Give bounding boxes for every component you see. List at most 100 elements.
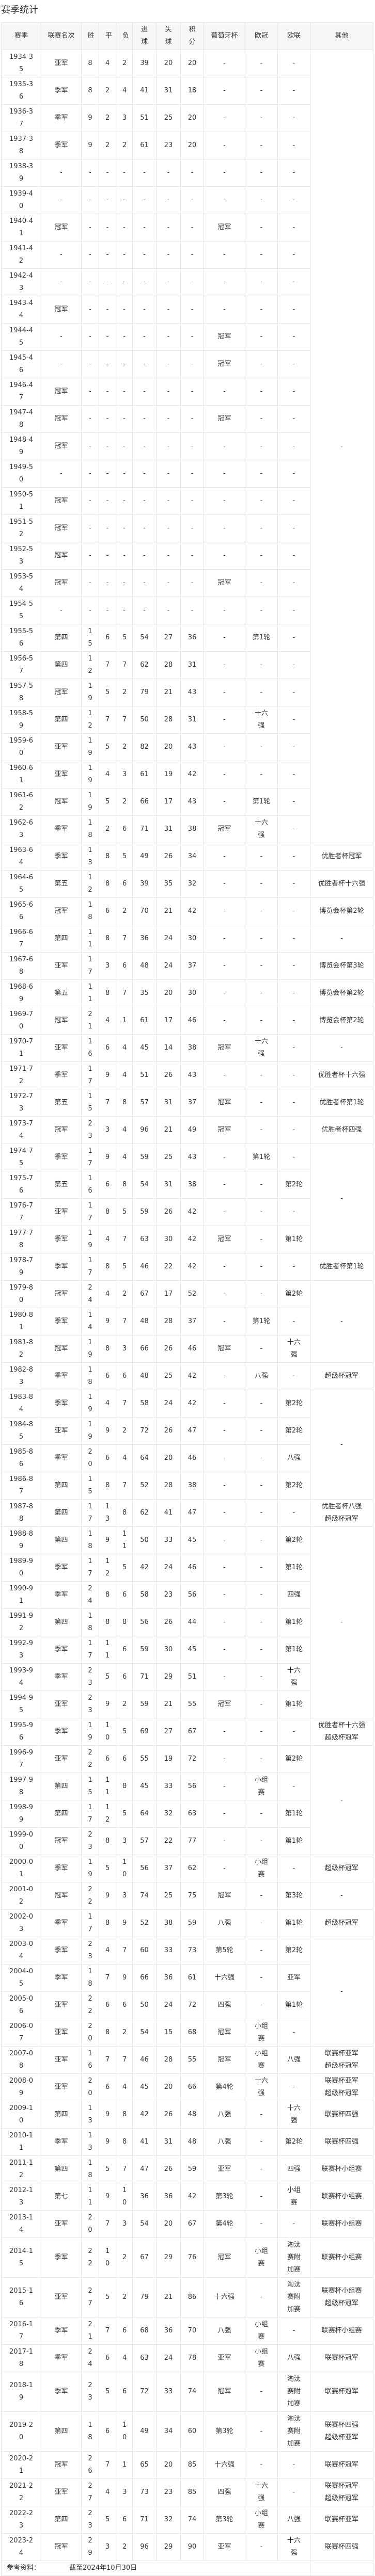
cell-points: 36	[180, 624, 204, 652]
cell-wins: 27	[81, 2478, 99, 2506]
cell-goals-against: 29	[156, 2533, 181, 2561]
cell-losses: 9	[116, 1909, 133, 1937]
cell-losses: 11	[116, 1526, 133, 1554]
cell-goals-against: -	[156, 186, 181, 214]
cell-wins: 8	[81, 77, 99, 105]
column-header-other: 其他	[310, 22, 373, 50]
cell-other: 联赛杯小组赛 超级杯冠军	[310, 2277, 373, 2317]
cell-other: 联赛杯冠军	[310, 2344, 373, 2372]
table-row: 1985-86 季军 20 6 4 64 20 46- - 八强	[1, 1444, 373, 1472]
cell-points: 70	[180, 2317, 204, 2345]
cell-champions-league: -	[245, 1226, 278, 1253]
other-line: 博览会杯第2轮	[319, 1017, 364, 1024]
cell-losses: 4	[116, 1061, 133, 1089]
cell-league-rank: 冠军	[41, 1827, 82, 1855]
cell-season: 1997-98	[1, 1773, 41, 1800]
cell-champions-league: -	[245, 1198, 278, 1226]
cell-season: 1979-80	[1, 1280, 41, 1308]
cell-season: 1935-36	[1, 77, 41, 105]
cell-champions-league: -	[245, 733, 278, 761]
cell-draws: -	[99, 214, 116, 242]
cell-portugal-cup: -	[204, 1444, 245, 1472]
cell-champions-league: -	[245, 1390, 278, 1418]
cell-goals-for: 61	[132, 761, 157, 788]
cell-losses: 5	[116, 843, 133, 871]
cell-draws: 4	[99, 761, 116, 788]
cell-goals-for: 61	[132, 132, 157, 159]
cell-champions-league: -	[245, 132, 278, 159]
cell-losses: -	[116, 378, 133, 406]
cell-portugal-cup: -	[204, 597, 245, 624]
cell-goals-against: 36	[156, 2183, 181, 2211]
table-row: 1978-79 季军 17 8 5 46 22 42- - - 优胜者杯第1轮	[1, 1253, 373, 1281]
table-row: 2014-15 季军 22 10 2 67 29 76 冠军 小组赛 淘汰赛附加赛 联赛杯小组赛	[1, 2237, 373, 2278]
cell-draws: -	[99, 460, 116, 488]
table-row: 1974-75 季军 17 9 4 59 25 43- 第1轮 - -	[1, 1144, 373, 1253]
cell-league-rank: 季军	[41, 2128, 82, 2156]
cell-season: 1948-49	[1, 432, 41, 460]
cell-points: 45	[180, 1636, 204, 1664]
cell-draws: -	[99, 186, 116, 214]
cell-portugal-cup: -	[204, 1827, 245, 1855]
cell-league-rank: 亚军	[41, 2019, 82, 2047]
cell-points: 43	[180, 788, 204, 816]
table-row: 2020-21 冠军 26 7 1 65 20 85 十六强 - - 联赛杯冠军	[1, 2451, 373, 2479]
cell-other: 优胜者杯十六强	[310, 1061, 373, 1089]
cell-draws: -	[99, 296, 116, 324]
cell-losses: 10	[116, 1855, 133, 1882]
cell-portugal-cup: 冠军	[204, 1882, 245, 1910]
cell-season: 2021-22	[1, 2478, 41, 2506]
cell-other: 联赛杯小组赛	[310, 2317, 373, 2345]
cell-champions-league: -	[245, 77, 278, 105]
cell-draws: 2	[99, 104, 116, 132]
cell-wins: 22	[81, 1882, 99, 1910]
reference-label: 参考资料：	[7, 2564, 41, 2572]
cell-goals-for: 72	[132, 1417, 157, 1445]
cell-goals-for: 36	[132, 925, 157, 953]
cell-europa-league: -	[277, 843, 310, 871]
cell-wins: -	[81, 241, 99, 269]
cell-portugal-cup: 第4轮	[204, 2210, 245, 2238]
cell-europa-league: -	[277, 487, 310, 515]
cell-goals-against: 24	[156, 925, 181, 953]
cell-league-rank: 冠军	[41, 788, 82, 816]
cell-draws: 9	[99, 2183, 116, 2211]
cell-draws: -	[99, 268, 116, 296]
table-row: 1948-49 冠军 - - - - - - - - -	[1, 432, 373, 460]
cell-europa-league: 十六强	[277, 2533, 310, 2561]
cell-goals-for: 59	[132, 1691, 157, 1718]
table-row: 2016-17 季军 21 7 6 68 36 70 八强 小组赛 - 联赛杯小组赛	[1, 2317, 373, 2345]
cell-goals-for: 42	[132, 1554, 157, 1582]
cell-draws: 7	[99, 2317, 116, 2345]
cell-draws: 8	[99, 870, 116, 898]
cell-europa-league: -	[277, 1034, 310, 1062]
cell-goals-for: 79	[132, 679, 157, 706]
cell-goals-for: 66	[132, 1335, 157, 1363]
cell-draws: 11	[99, 1636, 116, 1664]
other-line: 优胜者杯十六强	[318, 880, 365, 888]
cell-champions-league: 第1轮	[245, 788, 278, 816]
cell-europa-league: 十六强	[277, 2101, 310, 2129]
cell-losses: 4	[116, 2073, 133, 2101]
cell-league-rank: 第四	[41, 1800, 82, 1828]
cell-other: 优胜者杯十六强 超级杯冠军	[310, 1718, 373, 1746]
table-row: 1949-50- - - - - - - - - -	[1, 460, 373, 488]
cell-europa-league: -	[277, 1089, 310, 1117]
table-row: 1956-57 第四 12 7 7 62 28 31- - -	[1, 651, 373, 679]
other-line: 联赛杯亚军	[324, 2050, 358, 2057]
cell-goals-against: 32	[156, 1800, 181, 1828]
cell-champions-league: -	[245, 1581, 278, 1609]
cell-draws: 6	[99, 2073, 116, 2101]
other-line: 联赛杯亚军	[324, 2077, 358, 2085]
cell-wins: 13	[81, 2128, 99, 2156]
cell-goals-for: 45	[132, 1034, 157, 1062]
cell-europa-league: -	[277, 679, 310, 706]
cell-season: 2006-07	[1, 2019, 41, 2047]
cell-portugal-cup: 亚军	[204, 2155, 245, 2183]
cell-europa-league: -	[277, 1253, 310, 1281]
cell-portugal-cup: -	[204, 1198, 245, 1226]
cell-losses: 8	[116, 1499, 133, 1527]
table-row: 1981-82 冠军 19 8 3 66 26 46 冠军 - 十六强	[1, 1335, 373, 1363]
cell-goals-for: 63	[132, 2344, 157, 2372]
cell-draws: 8	[99, 1909, 116, 1937]
